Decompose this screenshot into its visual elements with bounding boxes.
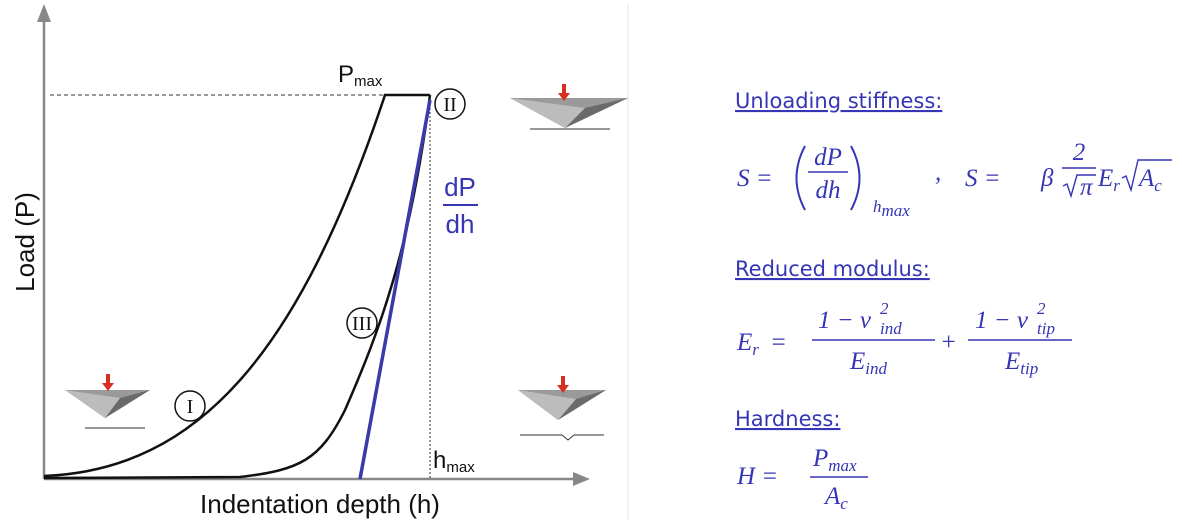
h-max-label: hmax <box>433 447 475 476</box>
slope-line <box>360 100 430 479</box>
stage-label: I <box>187 396 194 418</box>
term: tip <box>1037 319 1055 338</box>
stage-label: II <box>443 94 456 116</box>
slope-denominator: dh <box>446 209 475 239</box>
svg-text:Ac: Ac <box>823 483 848 513</box>
term: 1 − ν <box>975 307 1029 334</box>
term: ind <box>880 319 902 338</box>
svg-text:hmax: hmax <box>873 197 910 220</box>
svg-text:Pmax: Pmax <box>812 445 857 475</box>
term: E <box>1097 165 1113 192</box>
p-max-base: P <box>338 61 354 88</box>
term: tip <box>1020 359 1038 378</box>
term: h <box>873 197 882 216</box>
svg-text:Etip: Etip <box>1004 348 1038 378</box>
term: β <box>1040 165 1054 192</box>
term: P <box>812 445 828 472</box>
heading: Reduced modulus: <box>735 257 930 281</box>
term: + <box>940 329 957 356</box>
p-max-label: Pmax <box>338 61 383 90</box>
h-max-sub: max <box>446 459 475 476</box>
heading: Hardness: <box>735 407 840 431</box>
term: max <box>882 201 911 220</box>
indenter-icons <box>65 84 628 440</box>
slope-numerator: dP <box>444 172 476 202</box>
term: c <box>840 494 848 513</box>
term: E <box>849 348 865 375</box>
term: π <box>1080 174 1094 201</box>
p-max-sub: max <box>354 73 383 90</box>
term: max <box>828 456 857 475</box>
y-axis-label: Load (P) <box>10 192 40 292</box>
term: 1 − ν <box>818 307 872 334</box>
term: A <box>1137 165 1155 192</box>
term: 2 <box>1073 139 1086 166</box>
h-max-base: h <box>433 447 446 474</box>
hardness-formula: H = Pmax Ac <box>736 445 868 513</box>
svg-text:Ac: Ac <box>1137 165 1162 195</box>
term: dh <box>816 177 841 204</box>
stage-label: III <box>352 313 372 335</box>
term: S = <box>965 165 1001 192</box>
term: r <box>1113 176 1120 195</box>
term: c <box>1154 176 1162 195</box>
term: 2 <box>1037 299 1046 318</box>
term: S = <box>737 165 773 192</box>
svg-text:Er: Er <box>736 329 759 359</box>
term: H = <box>736 463 778 490</box>
modulus-formula: Er = 1 − ν 2 ind Eind + 1 − ν 2 tip Etip <box>736 299 1072 378</box>
term: dP <box>814 144 842 171</box>
x-axis-label: Indentation depth (h) <box>200 489 440 519</box>
svg-text:Er: Er <box>1097 165 1120 195</box>
term: E <box>1004 348 1020 375</box>
stiffness-formula: S = dP dh hmax , S = β 2 π Er Ac <box>737 139 1172 220</box>
svg-text:Eind: Eind <box>849 348 888 378</box>
term: A <box>823 483 841 510</box>
term: , <box>935 159 941 186</box>
figure: I II III Load (P) Indentation depth (h) … <box>0 0 1182 522</box>
term: = <box>770 329 787 356</box>
axes <box>37 4 590 486</box>
term: ind <box>865 359 887 378</box>
heading: Unloading stiffness: <box>735 89 942 113</box>
term: r <box>752 340 759 359</box>
term: 2 <box>880 299 889 318</box>
term: E <box>736 329 752 356</box>
